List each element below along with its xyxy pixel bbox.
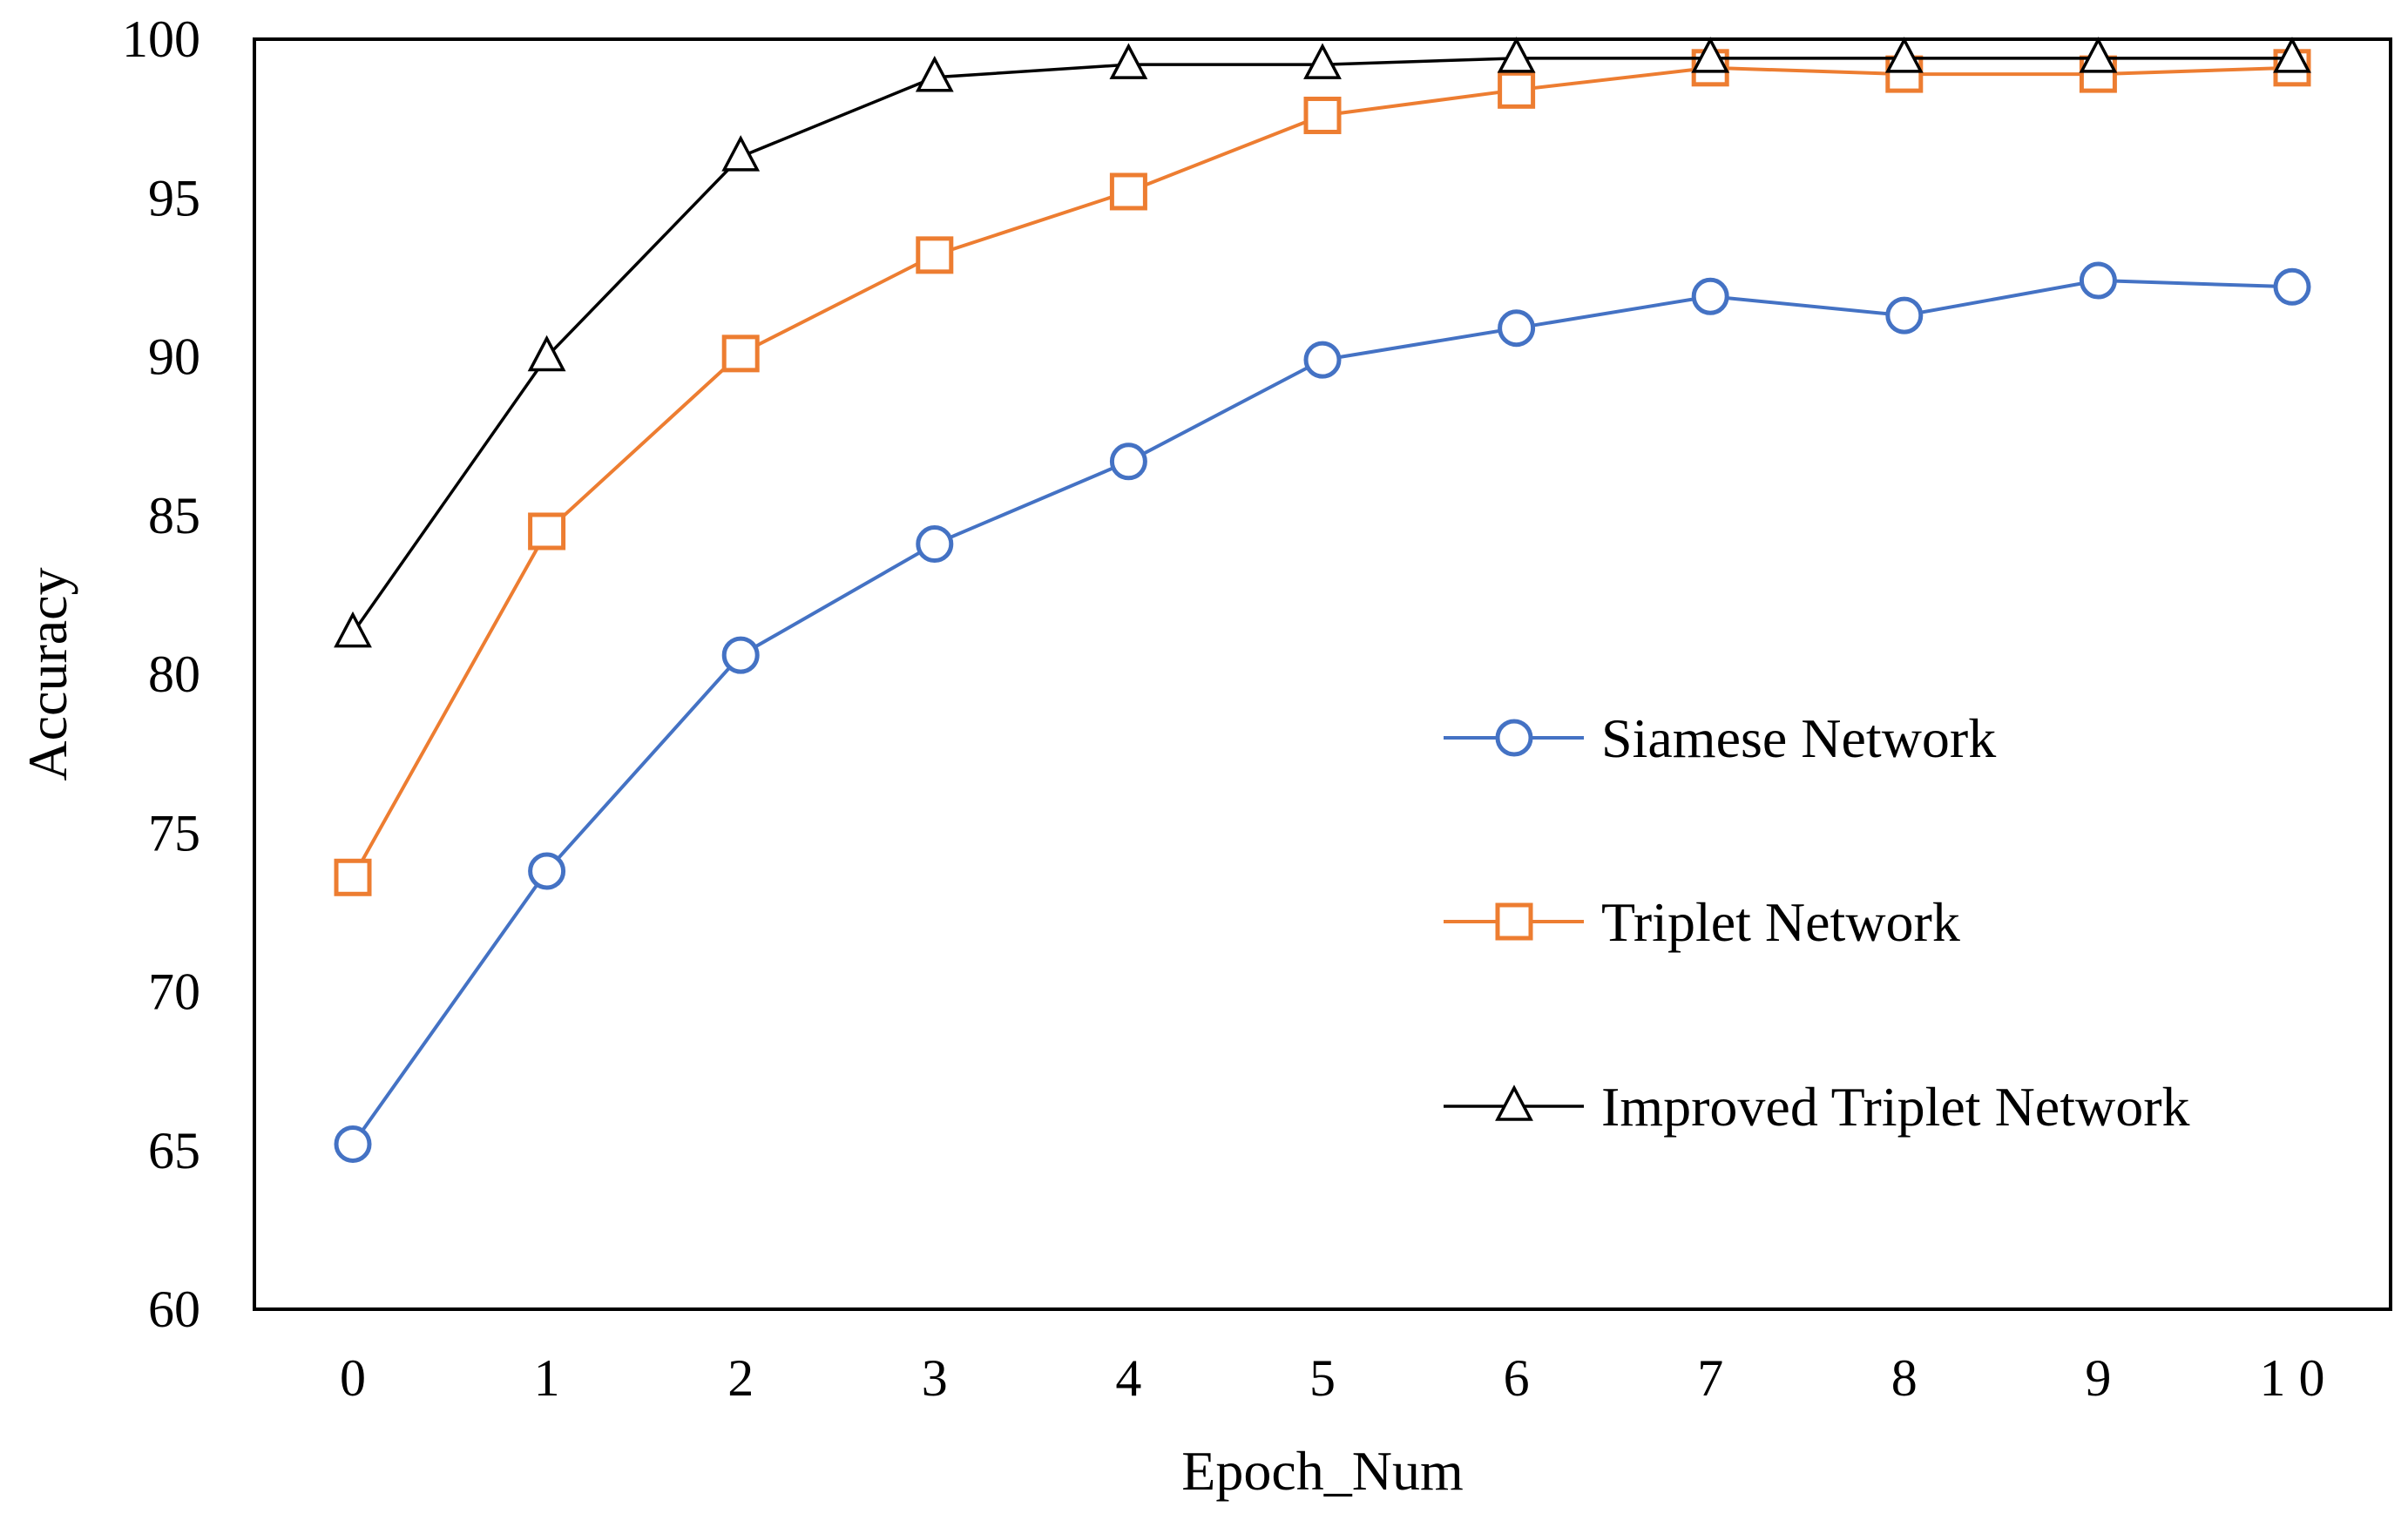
data-point-marker bbox=[2273, 267, 2311, 306]
y-tick-label: 85 bbox=[148, 487, 200, 544]
data-point-marker bbox=[1885, 296, 1924, 334]
data-point-marker bbox=[915, 55, 954, 92]
plot-area-frame bbox=[253, 37, 2392, 1311]
data-point-marker bbox=[1303, 341, 1342, 379]
legend-label: Triplet Network bbox=[1601, 891, 1960, 953]
data-point-marker bbox=[721, 135, 761, 172]
legend-item: Improved Triplet Network bbox=[1444, 1076, 2190, 1138]
x-tick-label: 1 0 bbox=[2260, 1349, 2325, 1407]
series-layer bbox=[334, 37, 2311, 1163]
x-axis-title: Epoch_Num bbox=[1181, 1440, 1464, 1502]
x-axis-ticks: 0 1 2 3 4 5 6 7 8 9 1 0 bbox=[340, 1349, 2325, 1407]
y-tick-label: 80 bbox=[148, 645, 200, 703]
y-tick-label: 90 bbox=[148, 328, 200, 386]
data-point-marker bbox=[1109, 172, 1147, 211]
data-point-marker bbox=[2273, 37, 2311, 73]
data-point-marker bbox=[1497, 37, 1536, 73]
legend-label: Improved Triplet Network bbox=[1601, 1076, 2190, 1138]
x-tick-label: 5 bbox=[1309, 1349, 1336, 1407]
data-point-marker bbox=[2079, 261, 2117, 300]
data-point-marker bbox=[916, 525, 954, 564]
data-point-marker bbox=[1498, 309, 1536, 348]
legend-item: Siamese Network bbox=[1444, 707, 1996, 769]
x-tick-label: 8 bbox=[1891, 1349, 1918, 1407]
data-point-marker bbox=[721, 636, 760, 674]
y-tick-label: 60 bbox=[148, 1280, 200, 1338]
x-tick-label: 4 bbox=[1115, 1349, 1141, 1407]
x-tick-label: 6 bbox=[1504, 1349, 1530, 1407]
legend-marker bbox=[1495, 1084, 1533, 1121]
data-point-marker bbox=[1691, 37, 1730, 73]
y-tick-label: 95 bbox=[148, 169, 200, 226]
y-axis-title: Accuracy bbox=[17, 567, 78, 780]
series-triangle bbox=[334, 37, 2311, 648]
data-point-marker bbox=[1303, 96, 1342, 134]
series-circle bbox=[334, 261, 2311, 1163]
data-point-marker bbox=[527, 334, 566, 372]
x-tick-label: 9 bbox=[2085, 1349, 2111, 1407]
legend-marker bbox=[1495, 902, 1533, 941]
data-point-marker bbox=[334, 1125, 372, 1163]
x-tick-label: 0 bbox=[340, 1349, 366, 1407]
data-point-marker bbox=[1109, 43, 1148, 79]
y-axis-ticks: 60 65 70 75 80 85 90 95 100 bbox=[122, 10, 200, 1338]
x-tick-label: 3 bbox=[922, 1349, 948, 1407]
data-point-marker bbox=[721, 334, 760, 373]
x-tick-label: 1 bbox=[534, 1349, 560, 1407]
legend: Siamese Network Triplet Network Improved T… bbox=[1444, 707, 2190, 1138]
y-tick-label: 75 bbox=[148, 804, 200, 861]
data-point-marker bbox=[1691, 277, 1729, 315]
legend-label: Siamese Network bbox=[1601, 707, 1996, 769]
legend-item: Triplet Network bbox=[1444, 891, 1960, 953]
data-point-marker bbox=[1109, 443, 1147, 481]
data-point-marker bbox=[1884, 37, 1924, 73]
data-point-marker bbox=[2079, 37, 2118, 73]
data-point-marker bbox=[1498, 71, 1536, 109]
x-tick-label: 2 bbox=[727, 1349, 754, 1407]
x-tick-label: 7 bbox=[1697, 1349, 1723, 1407]
y-tick-label: 65 bbox=[148, 1122, 200, 1179]
data-point-marker bbox=[334, 611, 372, 648]
data-point-marker bbox=[528, 852, 566, 890]
y-tick-label: 100 bbox=[122, 10, 200, 68]
data-point-marker bbox=[1303, 43, 1342, 79]
data-point-marker bbox=[334, 858, 372, 896]
y-tick-label: 70 bbox=[148, 963, 200, 1021]
data-point-marker bbox=[528, 512, 566, 551]
legend-marker bbox=[1495, 719, 1533, 757]
data-point-marker bbox=[916, 236, 954, 274]
